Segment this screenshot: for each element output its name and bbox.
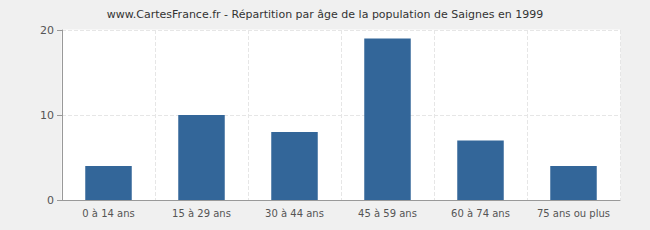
svg-text:15 à 29 ans: 15 à 29 ans <box>172 208 231 219</box>
svg-text:10: 10 <box>40 109 54 122</box>
svg-text:45 à 59 ans: 45 à 59 ans <box>358 208 417 219</box>
svg-text:75 ans ou plus: 75 ans ou plus <box>537 208 610 219</box>
svg-text:0: 0 <box>47 194 54 207</box>
svg-text:60 à 74 ans: 60 à 74 ans <box>451 208 510 219</box>
svg-text:20: 20 <box>40 24 54 37</box>
svg-text:0 à 14 ans: 0 à 14 ans <box>82 208 134 219</box>
svg-text:www.CartesFrance.fr - Répartit: www.CartesFrance.fr - Répartition par âg… <box>107 8 543 21</box>
svg-text:30 à 44 ans: 30 à 44 ans <box>265 208 324 219</box>
